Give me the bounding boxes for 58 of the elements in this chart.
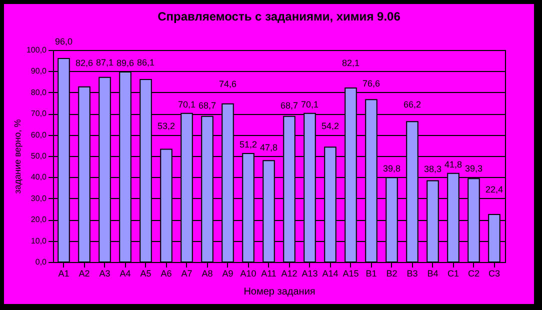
- y-axis-title: задание верно, %: [12, 119, 22, 194]
- data-label: 47,8: [260, 142, 278, 153]
- y-tick-label: 100,0: [26, 46, 48, 54]
- data-label: 39,3: [464, 164, 483, 174]
- y-tick-label: 10,0: [30, 236, 48, 246]
- y-tick-label: 50,0: [30, 152, 48, 160]
- data-label: 68,7: [198, 100, 216, 110]
- x-tick-label: A9: [222, 268, 234, 278]
- x-tick-label: A3: [99, 268, 110, 278]
- y-tick-label: 30,0: [30, 194, 48, 203]
- x-tick-label: A10: [240, 268, 256, 278]
- y-tick-label: 60,0: [30, 130, 48, 140]
- data-label: 82,1: [342, 58, 360, 68]
- data-label: 76,6: [362, 78, 380, 89]
- data-label: 96,0: [54, 36, 73, 46]
- x-tick-label: A1: [58, 268, 70, 278]
- data-label: 74,6: [218, 78, 237, 89]
- data-label: 54,2: [321, 121, 340, 132]
- data-label: 66,2: [403, 100, 422, 110]
- data-label: 41,8: [444, 159, 462, 170]
- x-tick-label: A4: [120, 268, 131, 278]
- y-tick-label: 70,0: [30, 109, 48, 118]
- data-label: 70,1: [178, 99, 196, 110]
- data-label: 38,3: [424, 164, 442, 174]
- x-tick-label: A15: [342, 268, 359, 278]
- y-tick-label: 0,0: [35, 258, 48, 266]
- x-tick-label: A2: [78, 268, 90, 278]
- data-label: 39,8: [382, 164, 401, 174]
- x-tick-label: A12: [281, 268, 298, 278]
- data-label: 68,7: [280, 100, 298, 110]
- x-tick-label: A14: [322, 268, 338, 278]
- y-tick-label: 90,0: [30, 66, 48, 76]
- y-tick-label: 80,0: [30, 88, 48, 97]
- x-tick-label: A13: [302, 268, 318, 278]
- x-tick-label: A7: [181, 268, 192, 278]
- x-tick-label: C3: [488, 268, 500, 278]
- x-tick-label: B1: [366, 268, 377, 278]
- x-tick-label: C1: [447, 268, 459, 278]
- data-label: 82,6: [75, 58, 94, 68]
- x-tick-label: B3: [406, 268, 418, 278]
- data-label: 87,1: [96, 57, 114, 68]
- data-label: 89,6: [116, 58, 134, 68]
- chart-title: Справляемость с заданиями, химия 9.06: [158, 9, 401, 24]
- x-tick-label: A8: [202, 268, 213, 278]
- x-tick-label: A11: [261, 268, 276, 278]
- x-axis-title: Номер задания: [244, 286, 316, 298]
- x-tick-label: C2: [468, 268, 480, 278]
- data-label: 70,1: [300, 99, 319, 110]
- x-tick-label: B4: [427, 268, 438, 278]
- data-label: 51,2: [239, 139, 258, 150]
- data-label: 86,1: [136, 57, 155, 68]
- y-tick-label: 40,0: [30, 172, 48, 182]
- data-label: 22,4: [485, 184, 504, 195]
- y-tick-label: 20,0: [30, 215, 48, 224]
- x-tick-label: B2: [386, 268, 398, 278]
- data-label: 53,2: [157, 121, 176, 132]
- x-tick-label: A6: [160, 268, 172, 278]
- x-tick-label: A5: [140, 268, 152, 278]
